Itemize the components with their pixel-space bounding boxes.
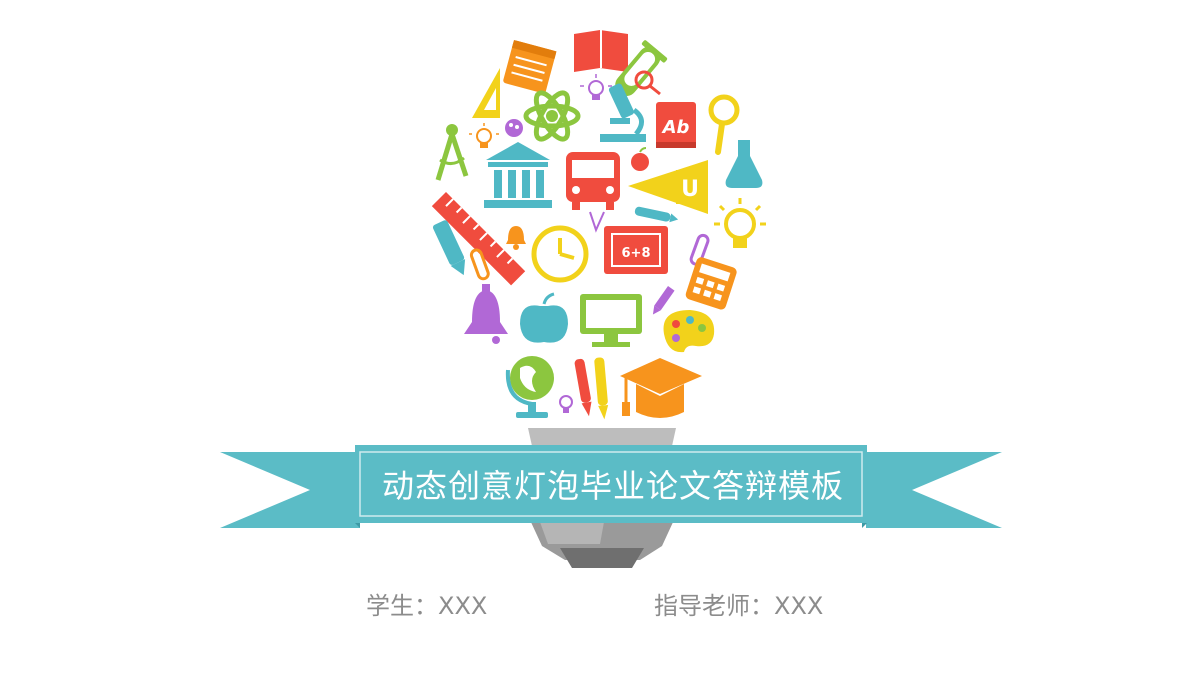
chalkboard-icon: 6+8 (604, 226, 668, 274)
flask-icon (725, 140, 763, 188)
notepad-icon (503, 40, 557, 94)
ribbon-banner (220, 445, 1002, 528)
globe-icon (505, 356, 554, 418)
bus-icon (566, 152, 620, 210)
slide-title: 动态创意灯泡毕业论文答辩模板 (381, 467, 844, 505)
abc-book-icon: Ab (656, 102, 696, 148)
building-icon (484, 142, 552, 208)
chalkboard-label: 6+8 (622, 246, 651, 261)
pennant-icon: U (628, 160, 708, 214)
bell-small-icon (506, 226, 526, 250)
clock-icon (531, 225, 589, 283)
ruler-icon (431, 192, 526, 286)
magnifier-large-icon (708, 94, 740, 155)
palette-icon (505, 119, 523, 137)
atom-icon (523, 90, 581, 142)
apple-icon (520, 292, 568, 343)
paint-palette-icon (663, 310, 715, 353)
triangle-ruler-icon (472, 68, 500, 118)
pen-icon (634, 206, 679, 223)
magnifier-icon (634, 70, 661, 96)
microscope-icon (600, 83, 646, 142)
tube-icon (689, 233, 710, 266)
abc-book-label: Ab (661, 117, 690, 138)
advisor-label: 指导老师：XXX (654, 592, 824, 620)
test-tube-icon (615, 40, 668, 97)
test-tube-small-icon (469, 248, 490, 281)
graduation-cap-icon (620, 358, 702, 418)
student-label: 学生：XXX (366, 592, 488, 620)
idea-bulb-bottom-icon (559, 395, 573, 413)
pencil-icon (432, 220, 466, 276)
pennant-label: U (681, 177, 699, 202)
lightbulb-icon (714, 198, 766, 248)
small-bulb-icon (580, 74, 612, 100)
book-icon (574, 30, 628, 72)
bulb-base (528, 428, 676, 568)
pens-icon (574, 357, 609, 420)
apple-small-icon (631, 147, 649, 171)
bell-icon (464, 284, 508, 344)
idea-bulb-small-icon (469, 123, 499, 148)
pencil-small-icon (652, 286, 675, 315)
compass-icon (435, 124, 469, 181)
monitor-icon (580, 294, 642, 347)
calculator-icon (685, 257, 737, 310)
checkmark-icon (589, 211, 605, 233)
